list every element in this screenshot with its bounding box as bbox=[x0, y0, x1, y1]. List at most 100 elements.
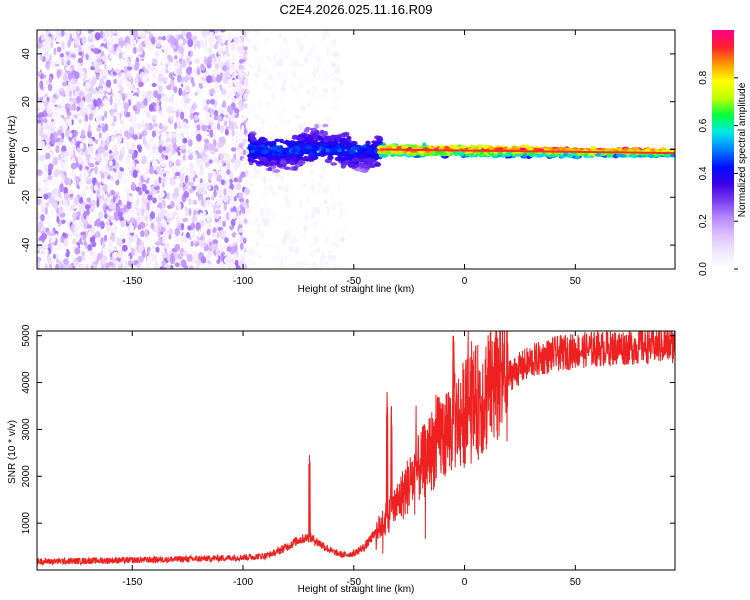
spectrogram-cell bbox=[235, 92, 240, 98]
spectrogram-cell bbox=[318, 60, 325, 69]
spectrogram-cell bbox=[182, 165, 189, 174]
spectrogram-cell bbox=[238, 197, 245, 202]
spectrogram-cell bbox=[271, 165, 277, 169]
spectrogram-cell bbox=[108, 108, 115, 115]
spectrogram-cell bbox=[51, 137, 55, 145]
spectrogram-cell bbox=[75, 176, 79, 186]
spectrogram-cell bbox=[200, 198, 205, 207]
spectrogram-cell bbox=[274, 188, 280, 194]
spectrogram-cell bbox=[100, 221, 105, 230]
spectrogram-cell bbox=[183, 264, 188, 269]
spectrogram-cell bbox=[119, 216, 124, 221]
spectrogram-cell bbox=[197, 145, 204, 153]
spectrogram-cells bbox=[37, 30, 675, 269]
spectrogram-cell bbox=[116, 135, 122, 144]
spectrogram-cell bbox=[158, 122, 163, 130]
spectrogram-cell bbox=[261, 231, 265, 239]
spectrogram-cell bbox=[185, 67, 192, 75]
spectrogram-cell bbox=[104, 30, 110, 37]
spectrogram-cell bbox=[155, 104, 160, 112]
spectrogram-cell bbox=[65, 228, 70, 235]
spectrogram-cell bbox=[37, 42, 42, 49]
spectrogram-cell bbox=[365, 140, 371, 146]
spectrogram-cell bbox=[64, 33, 70, 40]
spectrogram-cell bbox=[233, 177, 238, 183]
spectrogram-cell bbox=[77, 57, 84, 64]
spectrogram-cell bbox=[162, 94, 169, 102]
spectrogram-cell bbox=[207, 250, 212, 258]
spectrogram-cell bbox=[330, 162, 338, 166]
spectrogram-cell bbox=[324, 63, 330, 68]
spectrogram-cell bbox=[63, 198, 68, 208]
spectrogram-cell bbox=[95, 218, 102, 228]
spectrogram-cell bbox=[265, 207, 271, 217]
spectrogram-cell bbox=[37, 249, 40, 254]
spectrogram-cell bbox=[74, 47, 79, 53]
spectrogram-cell bbox=[42, 96, 48, 102]
spectrogram-cell bbox=[188, 198, 192, 205]
spectrogram-cell bbox=[194, 91, 199, 97]
spectrogram-cell bbox=[151, 82, 157, 88]
spectrogram-cell bbox=[226, 169, 231, 176]
spectrogram-cell bbox=[334, 212, 341, 218]
spectrogram-cell bbox=[138, 255, 144, 263]
spectrogram-cell bbox=[245, 198, 249, 204]
spectrogram-cell bbox=[277, 184, 283, 191]
spectrogram-cell bbox=[257, 125, 263, 133]
spectrogram-cell bbox=[322, 228, 327, 235]
spectrogram-cell bbox=[238, 136, 243, 144]
spectrogram-cell bbox=[71, 169, 75, 177]
spectrogram-cell bbox=[312, 30, 319, 39]
spectrogram-cell bbox=[155, 246, 160, 253]
spectrogram-cell bbox=[73, 62, 79, 70]
spectrogram-cell bbox=[322, 123, 329, 128]
spectrogram-cell bbox=[74, 247, 81, 255]
spectrogram-cell bbox=[324, 67, 331, 76]
spectrogram-cell bbox=[246, 38, 252, 44]
spectrogram-cell bbox=[52, 253, 57, 260]
spectrogram-cell bbox=[257, 30, 262, 36]
spectrogram-cell bbox=[248, 182, 254, 187]
spectrogram-cell bbox=[126, 57, 130, 64]
spectrogram-cell bbox=[247, 30, 251, 33]
spectrogram-cell bbox=[263, 121, 270, 130]
spectrogram-cell bbox=[144, 216, 149, 222]
spectrogram-cell bbox=[181, 121, 188, 130]
spectrogram-cell bbox=[184, 110, 188, 115]
spectrogram-cell bbox=[177, 124, 182, 129]
spectrogram-cell bbox=[47, 83, 53, 92]
spectrogram-cell bbox=[252, 159, 258, 163]
spectrogram-cell bbox=[167, 150, 173, 159]
spectrogram-cell bbox=[195, 187, 199, 193]
spectrogram-cell bbox=[260, 118, 265, 125]
spectrogram-cell bbox=[159, 169, 163, 178]
spectrogram-cell bbox=[51, 97, 57, 104]
spectrogram-cell bbox=[283, 166, 291, 170]
spectrogram-cell bbox=[250, 137, 257, 142]
spectrogram-cell bbox=[218, 219, 223, 224]
spectrogram-cell bbox=[132, 134, 138, 140]
spectrogram-cell bbox=[64, 192, 69, 201]
spectrogram-cell bbox=[304, 214, 309, 221]
spectrogram-cell bbox=[265, 39, 270, 47]
spectrogram-cell bbox=[130, 247, 134, 253]
spectrogram-cell bbox=[55, 37, 61, 43]
spectrogram-cell bbox=[322, 188, 329, 195]
spectrogram-cell bbox=[45, 201, 50, 207]
spectrogram-cell bbox=[242, 149, 246, 156]
spectrogram-cell bbox=[231, 253, 238, 261]
spectrogram-cell bbox=[357, 155, 364, 159]
spectrogram-cell bbox=[113, 115, 117, 124]
spectrogram-cell bbox=[345, 145, 352, 150]
spectrogram-cell bbox=[284, 67, 288, 76]
spectrogram-cell bbox=[140, 208, 145, 217]
spectrogram-cell bbox=[313, 233, 319, 241]
spectrogram-cell bbox=[374, 162, 381, 167]
spectrogram-cell bbox=[53, 201, 59, 211]
spectrogram-cell bbox=[138, 189, 143, 196]
spectrogram-cell bbox=[252, 85, 258, 89]
spectrogram-cell bbox=[269, 156, 275, 160]
spectrogram-cell bbox=[320, 212, 326, 219]
spectrogram-cell bbox=[196, 67, 200, 76]
spectrogram-cell bbox=[103, 197, 109, 204]
